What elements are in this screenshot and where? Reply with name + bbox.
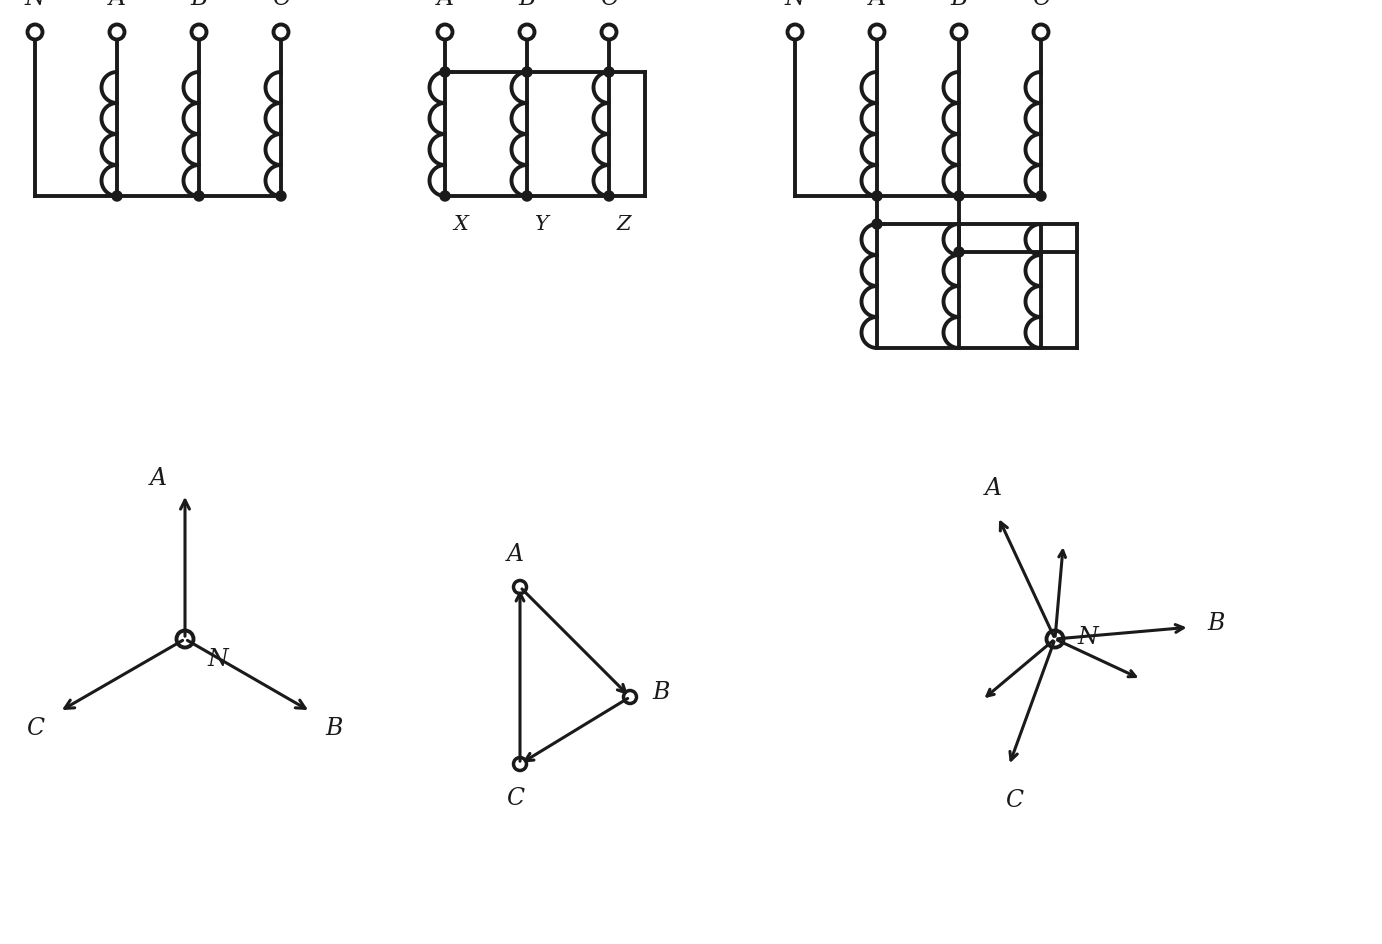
Circle shape — [954, 192, 965, 202]
Text: N: N — [25, 0, 46, 10]
Circle shape — [604, 68, 614, 78]
Circle shape — [872, 220, 882, 229]
Text: Z: Z — [616, 215, 632, 234]
Text: C: C — [1032, 0, 1050, 10]
Circle shape — [1036, 192, 1046, 202]
Text: A: A — [151, 466, 167, 490]
Text: N: N — [785, 0, 806, 10]
Circle shape — [522, 68, 532, 78]
Text: B: B — [1208, 611, 1224, 634]
Text: C: C — [26, 716, 44, 740]
Circle shape — [276, 192, 286, 202]
Text: N: N — [207, 648, 228, 670]
Circle shape — [604, 192, 614, 202]
Circle shape — [872, 192, 882, 202]
Text: B: B — [652, 681, 669, 704]
Text: A: A — [506, 543, 524, 565]
Text: C: C — [1005, 788, 1023, 811]
Text: Y: Y — [535, 215, 549, 234]
Text: B: B — [191, 0, 207, 10]
Circle shape — [954, 247, 965, 258]
Circle shape — [439, 68, 451, 78]
Text: B: B — [326, 716, 343, 740]
Text: B: B — [518, 0, 536, 10]
Text: A: A — [109, 0, 126, 10]
Text: C: C — [506, 786, 524, 809]
Circle shape — [522, 192, 532, 202]
Circle shape — [193, 192, 205, 202]
Circle shape — [112, 192, 122, 202]
Text: A: A — [984, 476, 1002, 499]
Text: B: B — [951, 0, 967, 10]
Text: X: X — [453, 215, 468, 234]
Text: A: A — [868, 0, 886, 10]
Text: N: N — [1077, 626, 1097, 649]
Circle shape — [439, 192, 451, 202]
Text: C: C — [272, 0, 290, 10]
Text: C: C — [600, 0, 618, 10]
Text: A: A — [437, 0, 453, 10]
